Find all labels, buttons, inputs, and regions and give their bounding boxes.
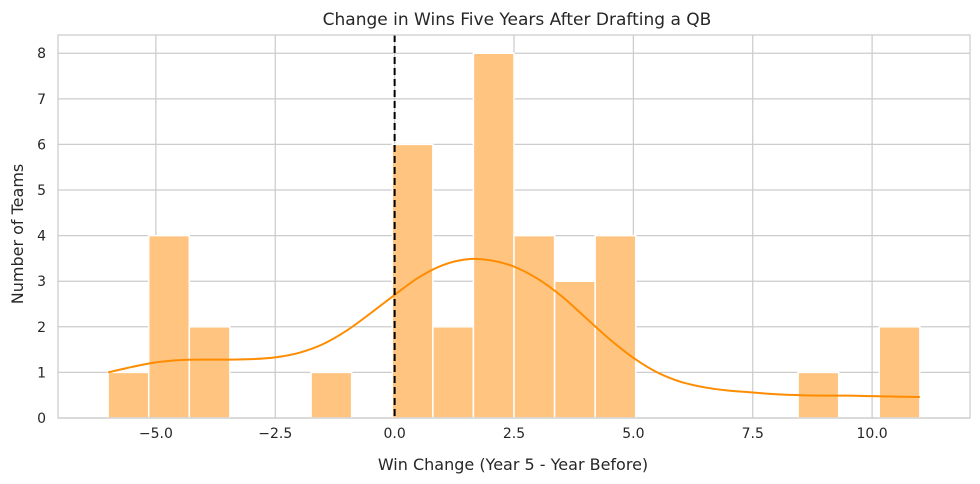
histogram-bar xyxy=(188,326,231,419)
y-tick-label: 1 xyxy=(37,365,46,381)
x-tick-label: 2.5 xyxy=(503,426,525,442)
x-tick-label: −5.0 xyxy=(139,426,173,442)
x-axis-label: Win Change (Year 5 - Year Before) xyxy=(378,455,648,474)
x-tick-labels: −5.0 −2.5 0.0 2.5 5.0 7.5 10.0 xyxy=(139,426,888,442)
y-tick-label: 8 xyxy=(37,46,46,62)
chart-title: Change in Wins Five Years After Drafting… xyxy=(323,10,712,30)
histogram-bar xyxy=(147,234,191,419)
histogram-bar xyxy=(878,326,921,419)
y-axis-label: Number of Teams xyxy=(8,164,27,305)
y-tick-label: 6 xyxy=(37,137,46,153)
y-tick-label: 2 xyxy=(37,320,46,336)
plot-frame xyxy=(57,34,971,419)
histogram-bar xyxy=(513,234,556,419)
x-tick-label: 0.0 xyxy=(383,426,405,442)
x-tick-label: 7.5 xyxy=(742,426,764,442)
histogram-bar xyxy=(310,371,353,419)
histogram-bar xyxy=(594,234,637,419)
x-tick-label: 5.0 xyxy=(622,426,644,442)
y-tick-labels: 0 1 2 3 4 5 6 7 8 xyxy=(37,46,46,427)
histogram-bar xyxy=(432,326,475,419)
bars xyxy=(107,52,921,419)
y-tick-label: 7 xyxy=(37,92,46,108)
histogram-bar xyxy=(107,371,150,419)
x-tick-label: −2.5 xyxy=(258,426,292,442)
x-tick-label: 10.0 xyxy=(857,426,888,442)
kde-curve-group xyxy=(107,257,920,399)
y-tick-label: 5 xyxy=(37,183,46,199)
y-tick-label: 4 xyxy=(37,229,46,245)
histogram-bar xyxy=(472,52,515,419)
y-tick-label: 3 xyxy=(37,274,46,290)
histogram-bar xyxy=(553,280,596,419)
y-tick-label: 0 xyxy=(37,411,46,427)
kde-line xyxy=(107,257,920,399)
